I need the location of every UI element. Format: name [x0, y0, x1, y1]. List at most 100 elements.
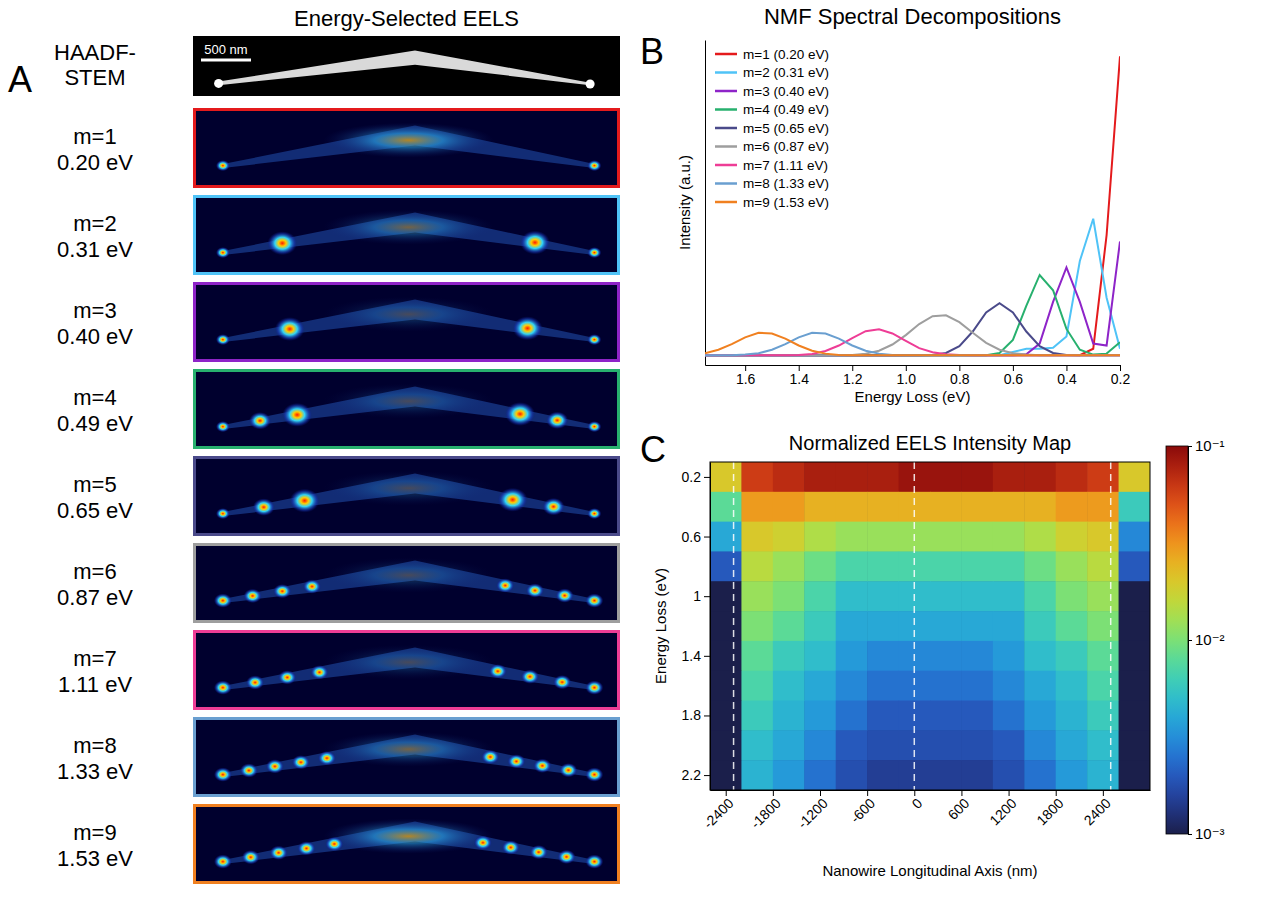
heat-cell	[1024, 760, 1056, 790]
hotspot	[216, 247, 230, 258]
plot-frame	[710, 462, 1150, 790]
legend: m=1 (0.20 eV)m=2 (0.31 eV)m=3 (0.40 eV)m…	[715, 47, 829, 210]
tick: -2400	[700, 790, 737, 832]
spectrum-line	[705, 56, 1120, 355]
heat-cell	[1056, 641, 1088, 671]
tick-label: 2.2	[682, 767, 702, 783]
heat-cell	[741, 701, 773, 731]
hotspot	[249, 412, 271, 430]
hotspot	[587, 508, 601, 519]
heat-cell	[773, 492, 805, 522]
map-border	[195, 719, 619, 796]
heat-cell	[836, 730, 868, 760]
heat-cell	[961, 701, 993, 731]
heat-cell	[710, 641, 742, 671]
figure: Energy-Selected EELSAHAADF-STEM500 nmm=1…	[0, 0, 1261, 905]
center-glow	[323, 819, 494, 854]
panel-title: Energy-Selected EELS	[294, 6, 519, 31]
hotspot	[559, 763, 577, 777]
heat-cell	[836, 760, 868, 790]
heat-cell	[1087, 701, 1119, 731]
hotspot	[214, 767, 232, 781]
center-glow	[323, 471, 494, 506]
heat-cell	[1056, 671, 1088, 701]
heat-cell	[867, 611, 899, 641]
axis-line	[706, 365, 1121, 366]
map-background	[193, 804, 620, 884]
hotspot	[325, 837, 343, 851]
center-glow	[323, 384, 494, 419]
hotspot	[502, 840, 520, 854]
heat-cell	[1119, 701, 1150, 731]
spectrum-line	[705, 219, 1120, 356]
row-label: m=1	[73, 124, 116, 149]
tick-label: 1.4	[682, 648, 702, 664]
hotspot	[310, 665, 328, 679]
heat-cell	[1119, 551, 1150, 581]
heat-cell	[1024, 730, 1056, 760]
hotspot	[521, 669, 539, 683]
eels-map	[193, 543, 620, 623]
heat-cell	[773, 551, 805, 581]
tick-label: 0.2	[682, 469, 702, 485]
tick: 0.2	[682, 469, 710, 485]
hotspot	[214, 680, 232, 694]
tick-label: 1800	[1033, 795, 1066, 828]
panel-letter: A	[8, 59, 32, 100]
heat-cell	[899, 492, 931, 522]
tick: 10⁻¹	[1188, 437, 1225, 454]
spectrum-line	[705, 275, 1120, 355]
heat-cell	[741, 492, 773, 522]
hotspot	[266, 759, 284, 773]
spectrum-line	[705, 329, 1120, 355]
heat-cell	[867, 492, 899, 522]
heat-cell	[930, 492, 962, 522]
heat-cell	[773, 730, 805, 760]
nanowire	[219, 50, 590, 85]
tick: 1200	[986, 790, 1019, 828]
hotspot	[282, 403, 312, 427]
heat-cell	[930, 551, 962, 581]
map-border	[195, 110, 619, 187]
heat-cell	[993, 611, 1025, 641]
tick-mark	[961, 790, 962, 796]
hotspot	[270, 846, 288, 860]
eels-map	[193, 630, 620, 710]
heat-cell	[961, 492, 993, 522]
eels-map	[193, 717, 620, 797]
row-label: 1.33 eV	[57, 759, 133, 784]
tick-label: -600	[847, 795, 878, 826]
heat-cell	[961, 671, 993, 701]
tick-mark	[1056, 790, 1057, 796]
tick-label: 1200	[986, 795, 1019, 828]
tick-label: 1.2	[843, 371, 863, 387]
heat-cell	[710, 611, 742, 641]
heat-cell	[1056, 551, 1088, 581]
row-label: m=5	[73, 472, 116, 497]
heat-cell	[773, 760, 805, 790]
heat-cell	[741, 551, 773, 581]
legend-label: m=3 (0.40 eV)	[743, 84, 829, 99]
heat-cell	[1056, 701, 1088, 731]
hotspot	[242, 850, 260, 864]
legend-swatch	[715, 71, 737, 74]
panel-a: Energy-Selected EELSAHAADF-STEM500 nmm=1…	[8, 6, 620, 884]
heat-cell	[1119, 462, 1150, 492]
tick: 0.6	[682, 529, 710, 545]
legend-swatch	[715, 164, 737, 167]
map-background	[193, 108, 620, 188]
hotspot	[513, 316, 543, 340]
heat-cell	[804, 581, 836, 611]
heat-cell	[804, 611, 836, 641]
canvas: Energy-Selected EELSAHAADF-STEM500 nmm=1…	[0, 0, 1261, 905]
map-border	[195, 197, 619, 274]
hotspot	[587, 334, 601, 345]
hotspot	[290, 489, 320, 513]
heat-cell	[804, 462, 836, 492]
heat-cell	[1119, 611, 1150, 641]
map-background	[193, 195, 620, 275]
heat-cell	[710, 760, 742, 790]
center-glow	[323, 123, 494, 158]
guide-line	[1110, 462, 1112, 790]
tick-mark	[704, 596, 710, 597]
